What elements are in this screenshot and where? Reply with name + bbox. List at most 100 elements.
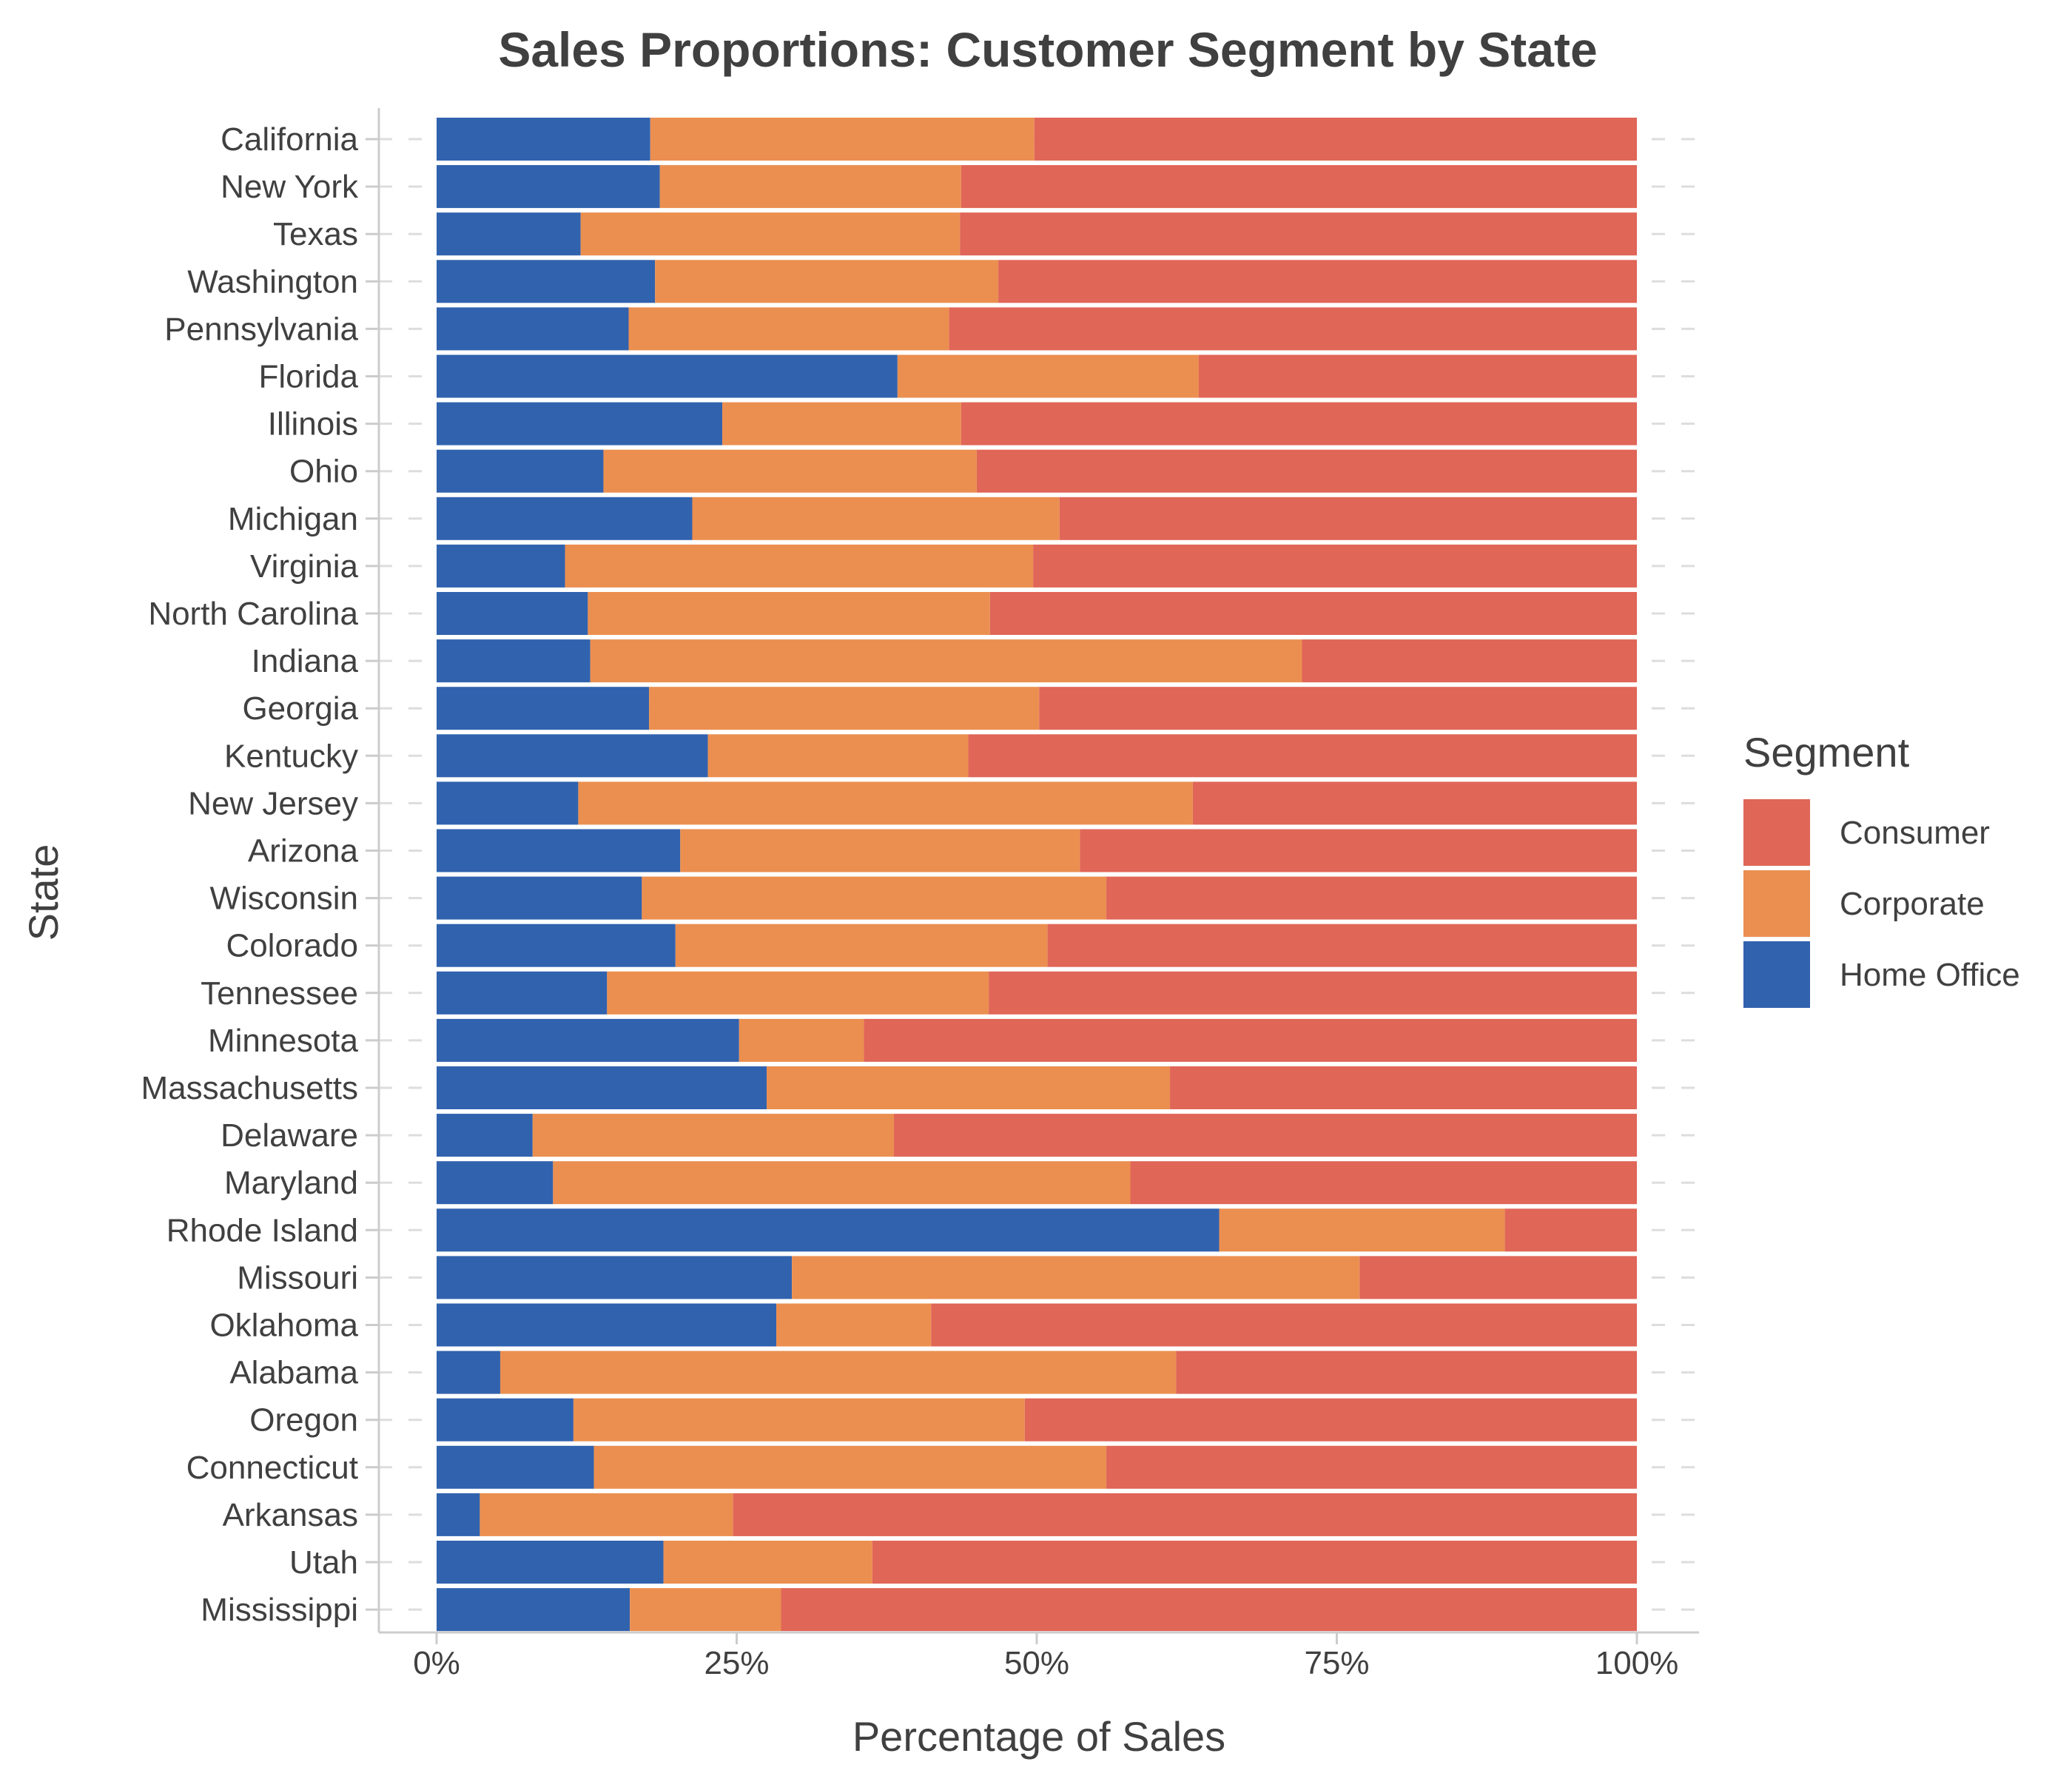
- bar-segment: [949, 307, 1637, 351]
- x-tick-label: 50%: [1004, 1645, 1069, 1681]
- legend-swatch: [1743, 941, 1810, 1008]
- legend-label: Home Office: [1840, 957, 2020, 993]
- x-tick-label: 25%: [704, 1645, 769, 1681]
- y-tick-label: North Carolina: [148, 596, 358, 632]
- bar-segment: [437, 307, 629, 351]
- y-tick-label: Missouri: [237, 1259, 358, 1296]
- bar-segment: [1106, 876, 1637, 920]
- bar-segment: [437, 924, 676, 967]
- y-tick-label: Alabama: [229, 1355, 358, 1391]
- bar-segment: [437, 1208, 1220, 1252]
- legend-swatch: [1743, 870, 1810, 937]
- bar-segment: [553, 1161, 1131, 1205]
- bar-segment: [593, 1445, 1107, 1489]
- bar-segment: [437, 1398, 574, 1442]
- bar-segment: [437, 971, 608, 1015]
- bar-segment: [989, 971, 1637, 1015]
- bar-segment: [628, 307, 949, 351]
- bar-segment: [989, 592, 1637, 635]
- legend-label: Consumer: [1840, 815, 1990, 851]
- bar-segment: [1039, 687, 1637, 730]
- bar-segment: [733, 1493, 1637, 1536]
- x-tick-label: 75%: [1304, 1645, 1369, 1681]
- bar-segment: [580, 212, 961, 256]
- bar-segment: [1047, 924, 1637, 967]
- bar-segment: [961, 402, 1637, 445]
- bar-segment: [739, 1018, 864, 1062]
- y-tick-label: California: [221, 121, 358, 158]
- bar-segment: [893, 1114, 1637, 1157]
- x-tick-labels: 0% 25% 50% 75% 100%: [413, 1632, 1678, 1681]
- bar-segment: [649, 687, 1040, 730]
- bar-segment: [692, 497, 1060, 540]
- legend-swatch: [1743, 799, 1810, 866]
- bar-segment: [1176, 1350, 1637, 1394]
- bar-segment: [437, 829, 681, 872]
- bar-segment: [781, 1588, 1637, 1632]
- bar-segment: [437, 1018, 739, 1062]
- bar-segment: [437, 1161, 554, 1205]
- bar-segment: [1302, 639, 1637, 683]
- bar-segment: [437, 260, 656, 303]
- bar-segment: [1359, 1256, 1637, 1299]
- y-tick-label: Tennessee: [201, 975, 358, 1012]
- bar-segment: [437, 497, 693, 540]
- bar-segment: [1080, 829, 1637, 872]
- bar-segment: [437, 1445, 594, 1489]
- legend-label: Corporate: [1840, 886, 1985, 922]
- bar-segment: [578, 781, 1193, 825]
- bar-segment: [437, 734, 708, 778]
- bar-segment: [437, 1066, 767, 1109]
- bar-segment: [1130, 1161, 1637, 1205]
- bar-segment: [776, 1303, 932, 1347]
- bar-segment: [680, 829, 1080, 872]
- y-tick-label: Ohio: [289, 454, 358, 490]
- bar-segment: [707, 734, 969, 778]
- bar-segment: [976, 449, 1637, 493]
- y-tick-label: Washington: [187, 263, 358, 300]
- y-tick-label: Rhode Island: [166, 1212, 358, 1248]
- y-tick-label: Kentucky: [224, 738, 358, 774]
- y-tick-label: Pennsylvania: [164, 311, 358, 347]
- bar-segment: [437, 781, 579, 825]
- bar-segment: [437, 1256, 793, 1299]
- bar-segment: [663, 1541, 872, 1584]
- y-tick-label: Delaware: [221, 1117, 358, 1154]
- bar-segment: [437, 449, 604, 493]
- bar-segment: [864, 1018, 1637, 1062]
- y-tick-label: Wisconsin: [210, 881, 359, 917]
- bar-segment: [437, 639, 591, 683]
- bar-segment: [1219, 1208, 1505, 1252]
- bar-segment: [437, 1350, 500, 1394]
- bar-segment: [792, 1256, 1360, 1299]
- bar-segment: [722, 402, 961, 445]
- bar-segment: [872, 1541, 1637, 1584]
- y-tick-label: Virginia: [250, 548, 358, 585]
- bar-segment: [1034, 118, 1637, 161]
- y-tick-label: Florida: [259, 359, 359, 395]
- legend-title: Segment: [1743, 729, 1910, 776]
- bar-segment: [500, 1350, 1177, 1394]
- bar-segment: [437, 687, 650, 730]
- y-tick-label: Georgia: [242, 690, 358, 727]
- bar-segment: [573, 1398, 1025, 1442]
- legend-items: Consumer Corporate Home Office: [1743, 799, 2020, 1008]
- y-tick-label: Maryland: [224, 1165, 358, 1201]
- x-tick-label: 0%: [413, 1645, 460, 1681]
- bar-segment: [642, 876, 1107, 920]
- axes-layer: [377, 108, 1699, 1634]
- bar-segment: [650, 118, 1035, 161]
- bar-segment: [532, 1114, 894, 1157]
- chart-title: Sales Proportions: Customer Segment by S…: [498, 22, 1597, 77]
- x-tick-label: 100%: [1595, 1645, 1679, 1681]
- y-tick-label: Oklahoma: [209, 1308, 358, 1344]
- bars-layer: [437, 118, 1637, 1632]
- y-tick-label: Michigan: [228, 501, 358, 537]
- bar-segment: [590, 639, 1302, 683]
- bar-segment: [1106, 1445, 1637, 1489]
- bar-segment: [1198, 354, 1637, 398]
- bar-segment: [897, 354, 1199, 398]
- bar-segment: [437, 1588, 630, 1632]
